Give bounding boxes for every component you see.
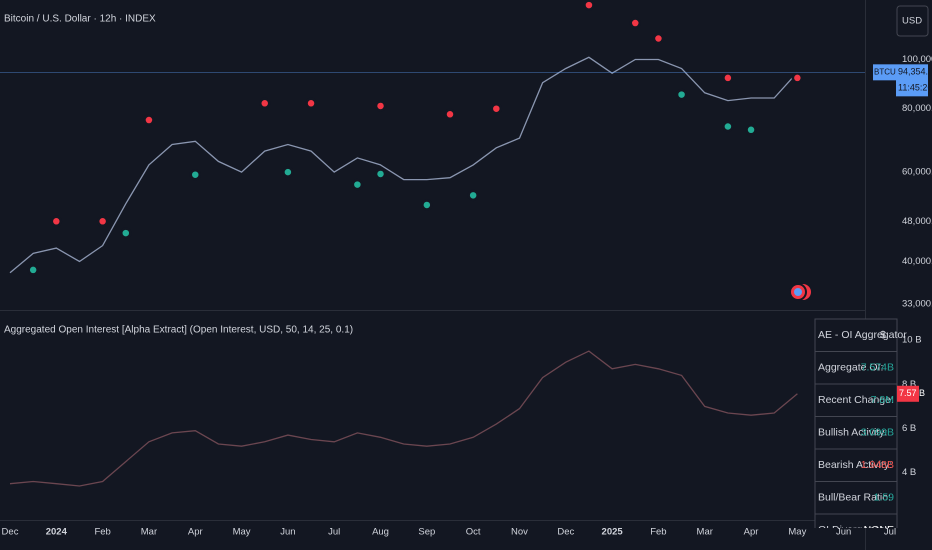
- last-price-label: 94,354.75: [898, 67, 932, 77]
- price-tick-label: 40,000.00: [902, 256, 932, 267]
- time-tick-label: Sep: [418, 527, 435, 538]
- signal-dot: [490, 102, 503, 115]
- signal-dot: [444, 108, 456, 121]
- symbol-badge-bg: [873, 64, 896, 81]
- price-tick-label: 33,000.00: [902, 298, 932, 309]
- price-tick-label: 48,000.00: [902, 216, 932, 227]
- price-badge-bg: [896, 64, 928, 97]
- price-tick-label: 60,000.00: [902, 167, 932, 178]
- price-tick-label: 100,000.00: [902, 54, 932, 65]
- info-table: AE - OI Aggregator$ Aggregate OI:7.574B Re…: [814, 318, 907, 536]
- data-line: [9, 350, 798, 487]
- currency-label: USD: [902, 16, 922, 27]
- signal-dot: [120, 227, 132, 239]
- oi-badge-bg: [897, 385, 919, 402]
- signal-dot: [351, 178, 364, 191]
- signal-dot: [374, 168, 387, 180]
- time-tick-label: Jun: [280, 527, 295, 538]
- time-tick-label: Aug: [372, 527, 389, 538]
- table-row-label: Bull/Bear Ratio:: [818, 491, 891, 503]
- time-tick-label: Jun: [836, 527, 851, 538]
- price-tick-label: 10 B: [902, 335, 922, 346]
- table-row-value: 7.8M: [871, 394, 894, 406]
- table-row-value: 1.59: [874, 491, 895, 503]
- time-tick-label: Apr: [744, 527, 759, 538]
- indicator-title: Aggregated Open Interest [Alpha Extract]…: [4, 325, 353, 336]
- table-row-label: Aggregate OI:: [818, 361, 883, 373]
- signal-dot: [745, 124, 757, 136]
- time-tick-label: Apr: [188, 527, 203, 538]
- table-row-label: Bullish Activity:: [818, 426, 887, 438]
- signal-dot: [374, 100, 387, 112]
- signal-dot: [143, 114, 155, 126]
- table-title: AE - OI Aggregator: [818, 329, 907, 341]
- time-tick-label: 2025: [602, 527, 624, 538]
- data-line: [9, 56, 798, 274]
- signal-dot: [282, 166, 294, 178]
- time-tick-label: Dec: [557, 527, 574, 538]
- symbol-badge: BTCUSD: [874, 67, 907, 76]
- time-tick-label: Nov: [511, 527, 528, 538]
- price-tick-label: 80,000.00: [902, 103, 932, 114]
- table-row-label: OI Divergence:: [818, 524, 888, 536]
- price-tick-label: 6 B: [902, 423, 916, 434]
- countdown-label: 11:45:26: [898, 83, 932, 93]
- signal-dot: [421, 199, 433, 211]
- table-currency: $: [880, 329, 886, 341]
- table-row-value: 3.099B: [861, 426, 894, 438]
- signal-dot: [791, 72, 804, 84]
- time-tick-label: Dec: [2, 527, 19, 538]
- time-tick-label: 2024: [46, 527, 68, 538]
- signal-dot: [467, 189, 479, 202]
- time-tick-label: Feb: [94, 527, 110, 538]
- currency-button[interactable]: [896, 5, 929, 37]
- signal-dot: [189, 168, 202, 181]
- signal-dot: [50, 215, 63, 228]
- table-row-label: Bearish Activity:: [818, 459, 892, 471]
- time-tick-label: Feb: [650, 527, 666, 538]
- table-row-value: NONE: [864, 524, 894, 536]
- signal-dot: [27, 264, 39, 276]
- signal-dot: [258, 97, 271, 110]
- time-tick-label: Oct: [466, 527, 481, 538]
- signal-dot: [652, 32, 665, 45]
- last-oi-label: 7.57 B: [899, 388, 925, 398]
- signal-dot: [305, 97, 317, 110]
- table-row-value: 7.574B: [861, 361, 894, 373]
- signal-dot: [96, 215, 109, 228]
- flag-icon: [789, 283, 811, 301]
- signal-dot: [675, 88, 688, 101]
- symbol-title: Bitcoin / U.S. Dollar · 12h · INDEX: [4, 14, 156, 25]
- price-tick-label: 4 B: [902, 467, 916, 478]
- table-row-label: Recent Change:: [818, 394, 894, 406]
- signal-dot: [722, 120, 734, 133]
- time-tick-label: May: [233, 527, 251, 538]
- table-frame: [814, 318, 898, 528]
- time-tick-label: Mar: [697, 527, 713, 538]
- signal-dot: [629, 17, 642, 29]
- time-tick-label: Jul: [884, 527, 896, 538]
- time-tick-label: May: [788, 527, 806, 538]
- table-row-value: 1.948B: [861, 459, 894, 471]
- signal-dot: [722, 72, 734, 84]
- time-tick-label: Mar: [141, 527, 157, 538]
- price-tick-label: 8 B: [902, 379, 916, 390]
- signal-dot: [583, 0, 595, 11]
- time-tick-label: Jul: [328, 527, 340, 538]
